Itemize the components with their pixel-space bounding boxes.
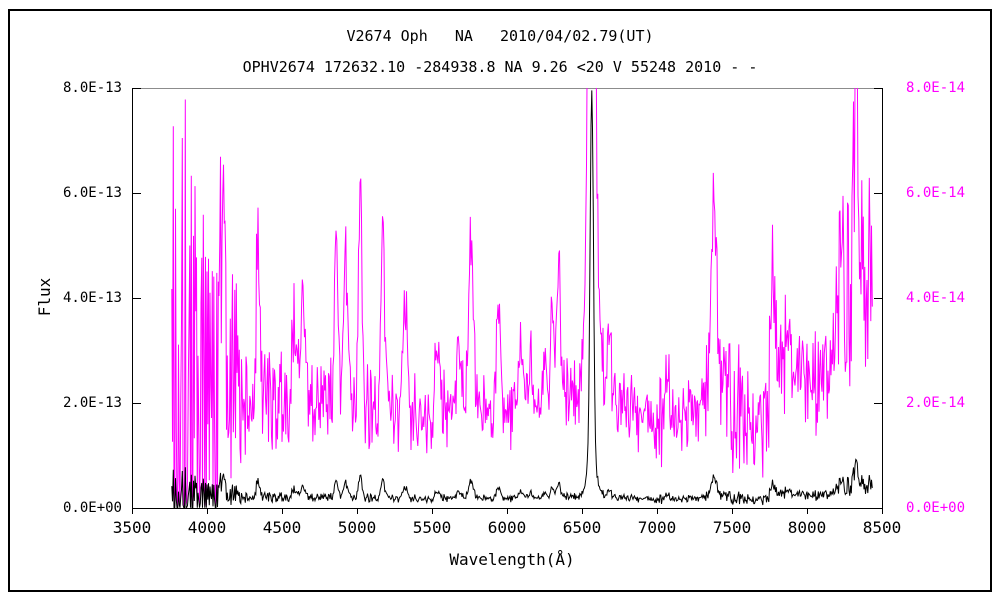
chart-title: V2674 Oph NA 2010/04/02.79(UT): [346, 27, 654, 45]
x-tick-label: 5500: [412, 518, 452, 537]
y-right-tick-label: 4.0E-14: [906, 290, 966, 306]
x-tick-label: 3500: [112, 518, 152, 537]
x-tick-label: 8500: [862, 518, 902, 537]
x-tick-label: 6500: [562, 518, 602, 537]
y-right-tick-label: 2.0E-14: [906, 395, 966, 411]
x-tick-label: 4500: [262, 518, 302, 537]
chart-subtitle: OPHV2674 172632.10 -284938.8 NA 9.26 <20…: [242, 58, 758, 76]
y-left-tick-label: 2.0E-13: [62, 395, 122, 411]
y-right-tick-label: 8.0E-14: [906, 80, 966, 96]
axis-ticks: [132, 88, 883, 514]
y-left-tick-label: 4.0E-13: [62, 290, 122, 306]
x-tick-label: 4000: [187, 518, 227, 537]
x-tick-label: 8000: [787, 518, 827, 537]
y-left-tick-label: 6.0E-13: [62, 185, 122, 201]
x-tick-label: 7000: [637, 518, 677, 537]
x-axis-title: Wavelength(Å): [449, 550, 575, 569]
x-tick-label: 6000: [487, 518, 527, 537]
plot-frame: [132, 88, 883, 509]
spectrum-magenta-series: [171, 88, 873, 506]
x-tick-label: 5000: [337, 518, 377, 537]
spectrum-black-series: [171, 90, 873, 509]
image-border: [8, 9, 992, 592]
y-left-tick-label: 0.0E+00: [62, 500, 122, 516]
y-right-tick-label: 6.0E-14: [906, 185, 966, 201]
x-tick-label: 7500: [712, 518, 752, 537]
y-left-tick-label: 8.0E-13: [62, 80, 122, 96]
y-right-tick-label: 0.0E+00: [906, 500, 966, 516]
